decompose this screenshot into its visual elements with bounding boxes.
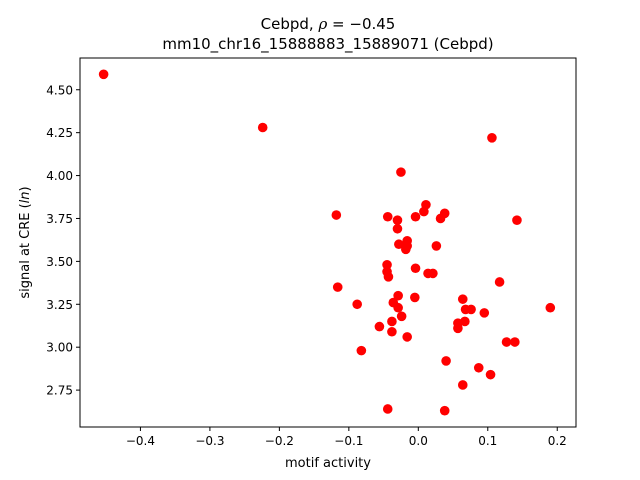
x-tick-label: 0.0 [409, 434, 428, 448]
data-point-52 [382, 404, 393, 414]
data-point-48 [441, 356, 451, 366]
data-point-0 [98, 69, 109, 80]
chart-title-line1: Cebpd, ρ = −0.45 [261, 15, 396, 33]
data-point-20 [410, 263, 421, 274]
data-point-19 [382, 260, 392, 270]
x-axis-label: motif activity [285, 456, 371, 471]
x-tick-label: −0.2 [265, 434, 294, 448]
data-point-6 [382, 211, 393, 222]
data-point-42 [453, 323, 463, 334]
data-point-11 [512, 215, 522, 225]
data-point-51 [457, 380, 468, 390]
data-point-34 [466, 304, 476, 315]
data-point-1 [257, 122, 268, 133]
y-axis-ticks: 2.75 3.00 3.25 3.50 3.75 4.00 4.25 4.50 [46, 83, 80, 398]
y-tick-label: 3.50 [46, 255, 73, 269]
data-point-53 [439, 405, 450, 416]
data-point-47 [356, 345, 367, 356]
data-point-50 [485, 369, 496, 380]
data-point-7 [410, 211, 421, 222]
y-tick-label: 4.50 [46, 83, 73, 97]
data-point-43 [387, 326, 397, 337]
data-point-8 [419, 206, 429, 217]
data-point-2 [487, 133, 497, 143]
y-tick-label: 4.00 [46, 169, 73, 183]
y-tick-label: 3.00 [46, 341, 73, 355]
data-point-31 [393, 302, 403, 313]
y-tick-label: 3.75 [46, 212, 73, 226]
data-point-44 [402, 332, 412, 342]
data-point-5 [331, 210, 342, 220]
data-point-18 [431, 241, 442, 251]
y-tick-label: 2.75 [46, 384, 73, 398]
data-point-37 [396, 311, 407, 322]
data-point-28 [410, 292, 420, 303]
x-tick-label: −0.4 [126, 434, 155, 448]
chart-title-line2: mm10_chr16_15888883_15889071 (Cebpd) [162, 35, 493, 54]
data-point-49 [473, 362, 484, 373]
data-point-45 [501, 337, 512, 347]
data-point-24 [428, 268, 438, 279]
data-point-29 [352, 299, 362, 310]
data-point-10 [435, 213, 446, 224]
x-tick-label: −0.3 [195, 434, 224, 448]
data-point-32 [457, 294, 468, 304]
data-point-13 [392, 223, 403, 234]
x-tick-label: −0.1 [334, 434, 363, 448]
data-point-40 [460, 316, 470, 327]
data-point-22 [383, 272, 394, 282]
data-point-26 [494, 277, 505, 287]
y-tick-label: 4.25 [46, 126, 73, 140]
plot-area-frame [79, 57, 577, 428]
x-tick-label: 0.1 [478, 434, 497, 448]
y-axis-label: signal at CRE (ln) [18, 186, 33, 298]
data-point-17 [401, 244, 411, 255]
x-axis-ticks: −0.4 −0.3 −0.2 −0.1 0.0 0.1 0.2 [126, 427, 567, 448]
data-point-36 [545, 302, 556, 313]
data-point-27 [393, 290, 403, 301]
data-point-25 [332, 282, 343, 292]
data-point-35 [479, 308, 490, 318]
y-tick-label: 3.25 [46, 298, 73, 312]
data-point-3 [396, 167, 406, 177]
data-point-41 [374, 321, 385, 332]
data-point-38 [387, 316, 397, 327]
data-point-12 [392, 215, 403, 225]
data-point-15 [394, 239, 404, 250]
data-points [98, 69, 556, 416]
x-tick-label: 0.2 [548, 434, 567, 448]
data-point-46 [510, 337, 520, 347]
